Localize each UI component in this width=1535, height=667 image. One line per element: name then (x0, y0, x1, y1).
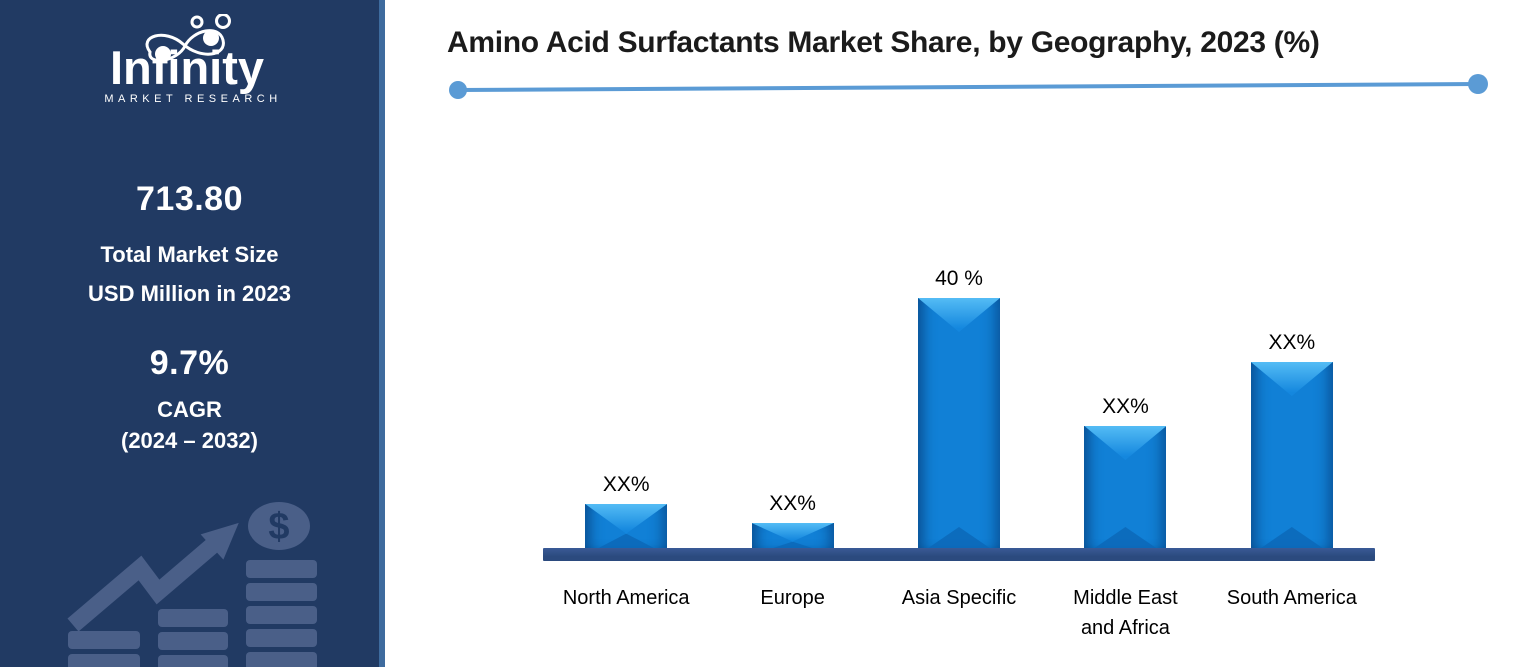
bar-asia-specific (918, 298, 1001, 555)
x-axis-line (543, 548, 1375, 561)
bar-slot-asia-specific: 40 % (876, 267, 1042, 555)
category-label-asia-specific: Asia Specific (901, 587, 1017, 609)
growth-chart-icon: $ (67, 502, 317, 667)
category-axis-labels: North America Europe Asia Specific Middle E… (543, 583, 1375, 643)
cagr-period: (2024 – 2032) (121, 428, 258, 453)
bar-slot-north-america: XX% (543, 473, 709, 555)
logo-word: Infinity (109, 41, 263, 94)
bar-value-label: XX% (602, 473, 650, 496)
cagr-value: 9.7% (149, 344, 230, 382)
bar-slot-europe: XX% (709, 492, 875, 555)
bar-value-label: 40 % (935, 267, 983, 290)
title-underline-decoration (449, 74, 1488, 99)
coin-stack-icon (68, 631, 140, 667)
bar-value-label: XX% (1268, 331, 1316, 354)
bar-value-label: XX% (769, 492, 816, 515)
bar-chart: XX% XX% 40 % XX% XX% (543, 255, 1375, 555)
bar-slot-south-america: XX% (1209, 331, 1375, 555)
svg-text:$: $ (268, 506, 289, 548)
market-size-label-line2: USD Million in 2023 (88, 281, 291, 306)
sidebar: Infinity MARKET RESEARCH 713.80 Total Ma… (0, 0, 385, 667)
market-size-value: 713.80 (136, 180, 243, 218)
bar-value-label: XX% (1102, 395, 1149, 418)
dollar-coin-icon: $ (248, 502, 310, 550)
infinity-logo-icon: Infinity MARKET RESEARCH (104, 13, 281, 105)
category-label-middle-east-and-africa: Middle East and Africa (1073, 587, 1178, 639)
market-size-label-line1: Total Market Size (100, 242, 279, 267)
bar-north-america (585, 504, 668, 555)
cagr-label: CAGR (157, 397, 222, 422)
bar-south-america (1250, 362, 1333, 555)
growth-arrow-icon (67, 522, 239, 632)
coin-stack-icon (158, 609, 228, 667)
page-title: Amino Acid Surfactants Market Share, by … (447, 26, 1320, 59)
category-label-north-america: North America (562, 587, 690, 609)
category-label-south-america: South America (1226, 587, 1357, 609)
coin-stack-icon (246, 560, 317, 667)
company-logo: Infinity MARKET RESEARCH (0, 13, 379, 119)
bar-slot-middle-east-and-africa: XX% (1042, 395, 1208, 555)
bar-middle-east-and-africa (1084, 426, 1167, 555)
category-label-europe: Europe (760, 587, 825, 609)
logo-subtitle: MARKET RESEARCH (104, 93, 281, 105)
